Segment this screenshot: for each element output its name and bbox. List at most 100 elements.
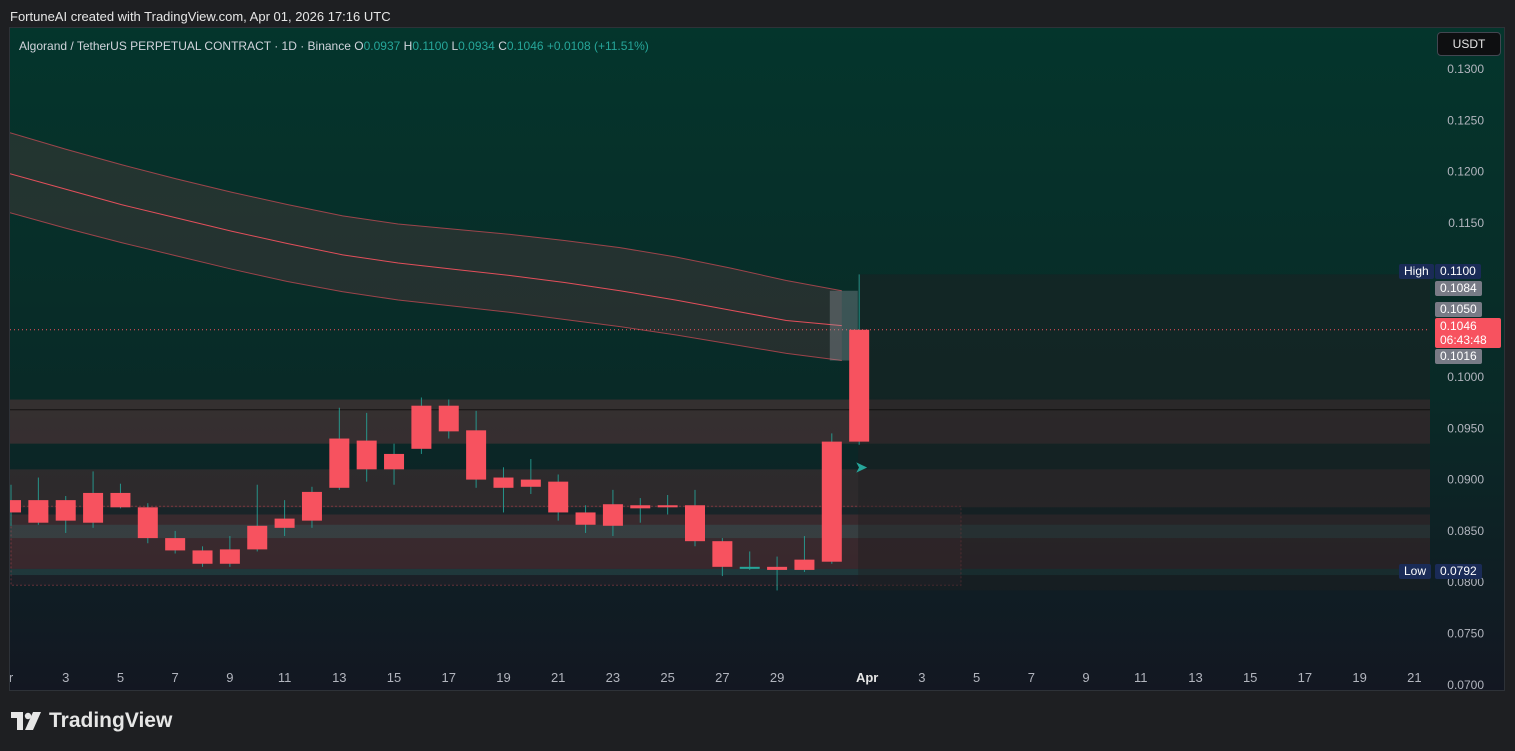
candles-layer: ➤ <box>10 274 870 591</box>
high-low-box <box>858 274 1430 591</box>
candle-body <box>657 505 678 508</box>
time-tick-label: 15 <box>387 670 401 685</box>
band-upper-line <box>10 132 842 292</box>
tradingview-wordmark: TradingView <box>49 709 173 732</box>
close-value: 0.1046 <box>506 39 544 53</box>
candle <box>739 551 760 570</box>
candle <box>849 274 870 445</box>
candle <box>247 484 268 552</box>
candle-body <box>192 550 213 564</box>
candle-body <box>630 505 651 509</box>
time-tick-label: 5 <box>117 670 124 685</box>
candle-body <box>575 512 596 525</box>
chart-credit: FortuneAI created with TradingView.com, … <box>10 9 391 24</box>
candle <box>602 489 623 537</box>
price-tag-1050: 0.1050 <box>1435 302 1482 317</box>
price-tick-label: 0.1000 <box>1447 370 1484 384</box>
candle-body <box>466 430 487 480</box>
candle-body <box>329 438 350 488</box>
low-tag-label: Low <box>1399 564 1432 579</box>
high-tag-label: High <box>1399 264 1434 279</box>
time-tick-label: 19 <box>496 670 510 685</box>
candle-body <box>739 566 760 569</box>
time-tick-label: 17 <box>1298 670 1312 685</box>
candle-body <box>301 491 322 521</box>
candle <box>384 443 405 485</box>
candle-body <box>356 440 377 470</box>
candle <box>657 494 678 515</box>
demand-zone <box>10 568 1430 576</box>
time-tick-label: 25 <box>660 670 674 685</box>
candle <box>712 538 733 577</box>
candle <box>821 433 842 564</box>
band-lower-line <box>10 212 842 362</box>
demand-zone <box>10 524 1430 539</box>
chart-background <box>10 28 1504 690</box>
time-tick-label: 13 <box>332 670 346 685</box>
candle-body <box>83 492 104 523</box>
current-price-tag: 0.1046 06:43:48 <box>1435 318 1501 348</box>
currency-button[interactable]: USDT <box>1437 32 1501 56</box>
time-tick-label: 7 <box>172 670 179 685</box>
tradingview-logo-icon <box>11 712 41 730</box>
candle-body <box>821 441 842 562</box>
price-tick-label: 0.0850 <box>1447 524 1484 538</box>
candle <box>219 536 240 567</box>
time-tick-label: 11 <box>278 670 292 685</box>
candle-body <box>10 500 21 513</box>
price-tick-label: 0.0900 <box>1447 473 1484 487</box>
candle <box>83 471 104 528</box>
candle <box>356 412 377 482</box>
candle-body <box>712 541 733 567</box>
candle <box>630 498 651 523</box>
price-tick-label: 0.1150 <box>1448 216 1484 230</box>
tradingview-watermark: TradingView <box>11 709 172 733</box>
open-value: 0.0937 <box>363 39 401 53</box>
price-tag-1084: 0.1084 <box>1435 281 1482 296</box>
low-tag-value: 0.0792 <box>1435 564 1482 579</box>
price-tick-label: 0.1300 <box>1447 62 1484 76</box>
time-tick-label: 15 <box>1243 670 1257 685</box>
supply-zone <box>10 469 1430 508</box>
high-tag-value: 0.1100 <box>1435 264 1481 279</box>
candle <box>10 484 21 526</box>
candle-body <box>411 405 432 449</box>
time-tick-label: 9 <box>1082 670 1089 685</box>
open-label: O <box>354 39 364 53</box>
band-fill <box>10 132 842 361</box>
candle <box>520 459 541 494</box>
high-label: H <box>403 39 413 53</box>
price-tick-label: 0.0700 <box>1447 678 1484 690</box>
candle <box>767 556 788 591</box>
candle-body <box>794 559 815 570</box>
candle-body <box>55 500 76 521</box>
price-tick-label: 0.1250 <box>1447 113 1484 127</box>
candle-body <box>438 405 459 432</box>
time-tick-label: 23 <box>606 670 620 685</box>
candle-body <box>165 538 186 551</box>
candle-body <box>548 481 569 513</box>
candle <box>411 397 432 454</box>
candle <box>28 477 49 525</box>
zones-layer <box>10 274 1430 591</box>
candle <box>274 500 295 537</box>
time-tick-label: 29 <box>770 670 784 685</box>
candlestick-chart[interactable]: ➤ 0.07000.07500.08000.08500.09000.09500.… <box>10 28 1504 690</box>
price-tick-label: 0.1200 <box>1447 165 1484 179</box>
candle-body <box>28 500 49 523</box>
candle-body <box>493 477 514 488</box>
close-label: C <box>498 39 507 53</box>
candle-body <box>219 549 240 564</box>
rocket-icon: ➤ <box>854 460 867 477</box>
candle <box>438 399 459 439</box>
candle-body <box>384 453 405 470</box>
low-value: 0.0934 <box>458 39 495 53</box>
time-axis[interactable]: r 3 5 7 9 11 13 15 17 19 21 23 25 27 29 Apr 3 5 7 9 11 13 15 17… <box>10 670 1422 685</box>
chart-area[interactable]: ➤ 0.0700 0.0750 0.0800 0.0850 0.0900 0.0950 0.… <box>9 27 1505 691</box>
time-tick-label: 3 <box>918 670 925 685</box>
candle <box>329 407 350 490</box>
candle <box>301 486 322 528</box>
candle <box>493 467 514 513</box>
price-tick-label: 0.0750 <box>1447 627 1484 641</box>
low-label: L <box>451 39 459 53</box>
